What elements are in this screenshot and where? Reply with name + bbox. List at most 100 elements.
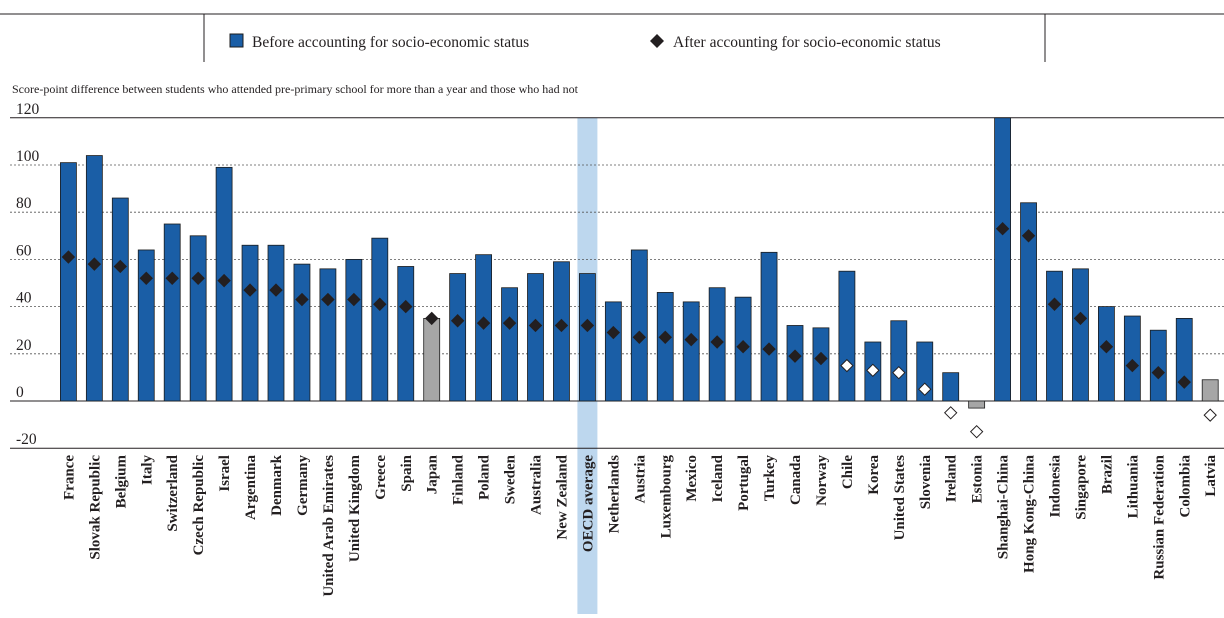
diamond-marker bbox=[191, 271, 205, 285]
diamond-marker bbox=[61, 250, 76, 264]
diamond-marker bbox=[866, 363, 880, 378]
diamond-marker bbox=[554, 318, 569, 333]
diamond-marker bbox=[814, 351, 828, 366]
diamond-marker bbox=[243, 283, 257, 297]
y-tick-label: 20 bbox=[16, 337, 32, 354]
diamond-marker bbox=[373, 297, 387, 311]
category-label: Finland bbox=[451, 454, 467, 505]
category-label: Russian Federation bbox=[1151, 454, 1167, 579]
diamond-marker bbox=[918, 382, 932, 396]
category-label: Slovenia bbox=[918, 455, 934, 510]
category-label: Australia bbox=[529, 455, 545, 516]
category-label: Argentina bbox=[243, 455, 259, 520]
diamond-marker bbox=[736, 340, 750, 354]
category-label: Italy bbox=[139, 455, 155, 486]
bar bbox=[1098, 306, 1115, 402]
legend-before-label: Before accounting for socio-economic sta… bbox=[252, 34, 529, 51]
diamond-marker bbox=[1021, 229, 1036, 243]
y-axis-title: Score-point difference between students … bbox=[12, 82, 579, 96]
diamond-marker bbox=[139, 271, 153, 285]
bar bbox=[760, 251, 778, 402]
bar bbox=[786, 325, 804, 402]
category-label: Colombia bbox=[1177, 455, 1193, 518]
bar bbox=[1020, 202, 1037, 402]
category-label: Ireland bbox=[944, 454, 960, 502]
bar bbox=[449, 273, 467, 402]
category-label: Czech Republic bbox=[191, 455, 207, 556]
category-labels-layer: France Slovak Republic Belgium Italy Switzer… bbox=[61, 454, 1219, 596]
bar bbox=[345, 258, 363, 402]
legend-after-marker bbox=[650, 34, 664, 48]
category-label: France bbox=[61, 455, 77, 500]
bar bbox=[682, 301, 700, 402]
category-label: Israel bbox=[217, 455, 233, 492]
category-label: Denmark bbox=[269, 454, 285, 515]
diamond-marker bbox=[1125, 358, 1140, 373]
bar bbox=[85, 155, 103, 402]
diamond-marker bbox=[424, 311, 439, 326]
y-tick-label: 40 bbox=[16, 290, 32, 307]
diamond-marker bbox=[347, 292, 361, 307]
bar bbox=[423, 317, 441, 402]
category-label: Mexico bbox=[684, 455, 700, 502]
diamond-marker bbox=[165, 271, 179, 285]
diamond-marker bbox=[217, 273, 231, 288]
diamond-marker bbox=[476, 316, 491, 330]
category-label: Estonia bbox=[970, 455, 986, 504]
category-label: Netherlands bbox=[606, 455, 622, 533]
diamond-marker bbox=[399, 299, 413, 314]
category-label: Germany bbox=[295, 455, 311, 516]
category-label: Iceland bbox=[710, 454, 726, 502]
category-label: Canada bbox=[788, 455, 804, 506]
y-tick-label: 0 bbox=[16, 384, 24, 401]
diamond-marker bbox=[632, 330, 647, 344]
diamond-marker bbox=[710, 335, 724, 349]
diamond-marker bbox=[840, 358, 854, 373]
category-label: Japan bbox=[425, 454, 441, 494]
bar bbox=[111, 197, 129, 402]
bar bbox=[1072, 268, 1089, 402]
bar bbox=[968, 400, 986, 409]
category-label: Sweden bbox=[503, 454, 519, 504]
bar bbox=[189, 235, 207, 402]
category-label: OECD average bbox=[580, 455, 596, 552]
diamond-marker bbox=[580, 318, 595, 333]
bar bbox=[397, 266, 415, 402]
category-label: New Zealand bbox=[554, 454, 570, 539]
diamond-marker bbox=[321, 292, 335, 307]
category-label: Turkey bbox=[762, 455, 778, 502]
diamond-marker bbox=[969, 424, 984, 439]
y-tick-label: -20 bbox=[16, 431, 37, 448]
bar bbox=[501, 287, 518, 402]
category-label: Indonesia bbox=[1048, 455, 1064, 518]
category-label: Lithuania bbox=[1125, 455, 1141, 519]
diamond-marker bbox=[113, 259, 128, 274]
category-label: Portugal bbox=[736, 455, 752, 511]
diamond-marker bbox=[892, 365, 906, 380]
diamond-marker bbox=[995, 222, 1010, 236]
diamond-marker bbox=[658, 330, 672, 344]
bar bbox=[916, 341, 934, 402]
bar bbox=[994, 117, 1011, 402]
diamond-marker bbox=[1151, 365, 1166, 380]
diamond-marker bbox=[1073, 311, 1088, 326]
bars-layer bbox=[60, 117, 1219, 409]
category-label: Greece bbox=[373, 455, 389, 500]
category-label: Switzerland bbox=[165, 454, 181, 531]
diamond-marker bbox=[762, 342, 776, 356]
category-label: Korea bbox=[866, 455, 882, 495]
category-label: Spain bbox=[399, 454, 415, 491]
bar bbox=[371, 237, 389, 402]
category-label: Singapore bbox=[1073, 455, 1089, 520]
bar bbox=[137, 249, 155, 402]
bar bbox=[1123, 315, 1141, 402]
bar bbox=[604, 301, 622, 402]
y-tick-label: 100 bbox=[16, 148, 40, 165]
markers-layer bbox=[61, 222, 1217, 439]
category-label: Brazil bbox=[1099, 455, 1115, 494]
category-label: Hong Kong-China bbox=[1022, 455, 1038, 573]
category-label: Shanghai-China bbox=[996, 455, 1012, 560]
bar bbox=[293, 263, 311, 402]
bar bbox=[630, 249, 648, 402]
diamond-marker bbox=[684, 332, 698, 347]
